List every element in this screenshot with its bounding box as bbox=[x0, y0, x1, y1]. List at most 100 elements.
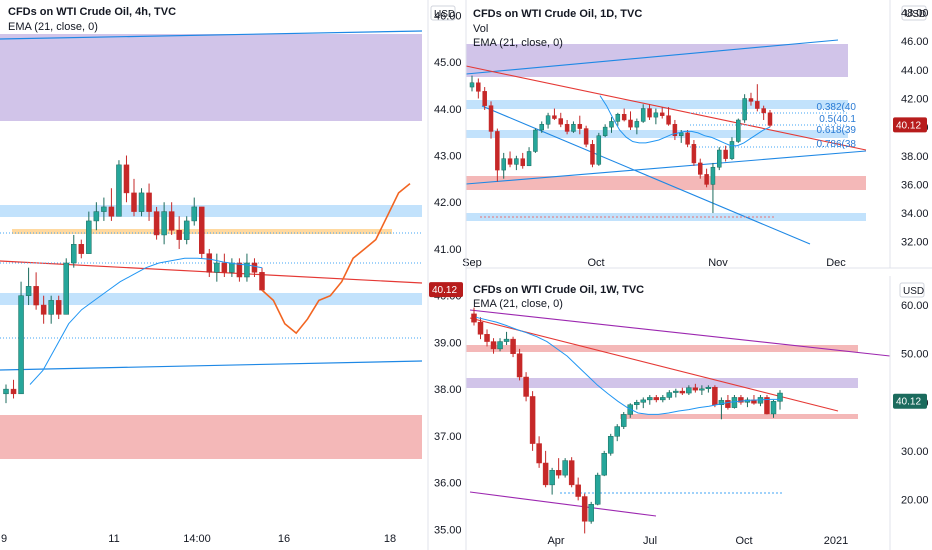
candle bbox=[699, 385, 705, 395]
candle-body bbox=[653, 397, 660, 401]
currency-button[interactable] bbox=[901, 5, 927, 21]
candle bbox=[761, 105, 766, 120]
price-axis-1w: USD bbox=[889, 276, 925, 550]
candle bbox=[549, 467, 555, 495]
candle bbox=[710, 162, 716, 214]
candle bbox=[236, 258, 243, 282]
volume-label-1d: Vol bbox=[473, 23, 488, 35]
price-tick: 38.00 bbox=[901, 151, 929, 163]
candle bbox=[78, 239, 85, 259]
candle-body bbox=[678, 132, 684, 136]
candles-1d bbox=[469, 75, 773, 214]
candle-body bbox=[590, 144, 595, 165]
candle bbox=[244, 253, 250, 282]
level-zone bbox=[466, 100, 848, 109]
candle-body bbox=[712, 386, 718, 405]
candle-body bbox=[562, 460, 568, 476]
candle-body bbox=[214, 262, 220, 273]
candle bbox=[596, 132, 602, 166]
time-axis-1w: Apr Jul Oct 2021 bbox=[547, 535, 848, 547]
candle-body bbox=[738, 397, 744, 403]
candle-body bbox=[3, 388, 9, 395]
candle bbox=[477, 317, 484, 340]
candle-body bbox=[718, 400, 725, 405]
ema-label-4h: EMA (21, close, 0) bbox=[8, 21, 98, 33]
candle-body bbox=[503, 338, 510, 342]
candle bbox=[93, 202, 100, 231]
support-zone bbox=[620, 414, 858, 419]
candle bbox=[628, 111, 633, 130]
candle bbox=[770, 399, 777, 418]
candle bbox=[131, 178, 137, 217]
candle bbox=[199, 206, 205, 259]
candle-body bbox=[666, 392, 673, 398]
candle bbox=[536, 436, 542, 468]
candle bbox=[723, 145, 728, 162]
candle bbox=[63, 258, 69, 315]
candle-body bbox=[672, 124, 678, 136]
candle-body bbox=[236, 262, 243, 278]
price-tick: 45.00 bbox=[434, 57, 462, 69]
price-tick: 36.00 bbox=[434, 478, 462, 490]
candle-body bbox=[497, 341, 503, 350]
candle bbox=[116, 160, 122, 217]
candle bbox=[469, 75, 475, 92]
candle bbox=[640, 104, 646, 123]
price-tick: 35.00 bbox=[434, 524, 462, 536]
candle bbox=[18, 281, 24, 395]
currency-button[interactable] bbox=[430, 5, 456, 21]
candle bbox=[146, 183, 152, 221]
price-axis-1d: USD bbox=[889, 0, 927, 268]
candle-body bbox=[679, 390, 686, 394]
candle bbox=[251, 258, 258, 277]
candle-body bbox=[764, 397, 770, 415]
candle bbox=[71, 234, 77, 268]
candle-body bbox=[545, 115, 551, 125]
time-tick: Apr bbox=[547, 535, 564, 547]
candle bbox=[503, 331, 510, 345]
candle bbox=[501, 152, 506, 179]
candle-body bbox=[692, 387, 699, 391]
candle bbox=[3, 384, 9, 404]
candle bbox=[575, 477, 581, 501]
candle bbox=[507, 151, 513, 168]
candle bbox=[476, 78, 481, 99]
candle bbox=[526, 147, 532, 167]
candle bbox=[552, 108, 557, 120]
candle-body bbox=[568, 460, 575, 486]
candle-body bbox=[748, 98, 754, 102]
candle-body bbox=[691, 144, 697, 164]
candle-body bbox=[575, 484, 581, 497]
candle bbox=[609, 117, 614, 133]
fib-label: 0.618(39 bbox=[817, 125, 857, 136]
purple-trendline-upper bbox=[469, 309, 891, 357]
chart-title-1w: CFDs on WTI Crude Oil, 1W, TVC bbox=[473, 284, 644, 296]
candle-body bbox=[484, 334, 490, 342]
candle-body bbox=[581, 496, 588, 522]
candle bbox=[717, 147, 722, 171]
price-tick: 46.00 bbox=[434, 10, 462, 22]
candle bbox=[86, 211, 92, 254]
price-tick: 36.00 bbox=[901, 179, 929, 191]
fib-label: 0.5(40.1 bbox=[819, 114, 856, 125]
price-tick: 39.00 bbox=[434, 337, 462, 349]
currency-button[interactable] bbox=[899, 282, 925, 298]
candle bbox=[523, 372, 529, 402]
candle bbox=[176, 216, 182, 249]
candle-body bbox=[729, 141, 735, 159]
candle-body bbox=[146, 192, 152, 212]
candles-1w bbox=[471, 307, 783, 534]
candle-body bbox=[536, 443, 542, 464]
candle bbox=[191, 197, 197, 226]
time-tick: Nov bbox=[708, 257, 728, 269]
time-tick: Sep bbox=[462, 257, 482, 269]
candle bbox=[729, 137, 735, 161]
time-tick: 9 bbox=[1, 533, 7, 545]
candle bbox=[704, 168, 709, 188]
currency-label: USD bbox=[905, 9, 926, 20]
candle bbox=[571, 121, 576, 133]
candle bbox=[594, 472, 601, 506]
candle-body bbox=[601, 453, 607, 476]
last-price-badge: 40.12 bbox=[429, 282, 463, 298]
level-zone bbox=[0, 293, 422, 305]
